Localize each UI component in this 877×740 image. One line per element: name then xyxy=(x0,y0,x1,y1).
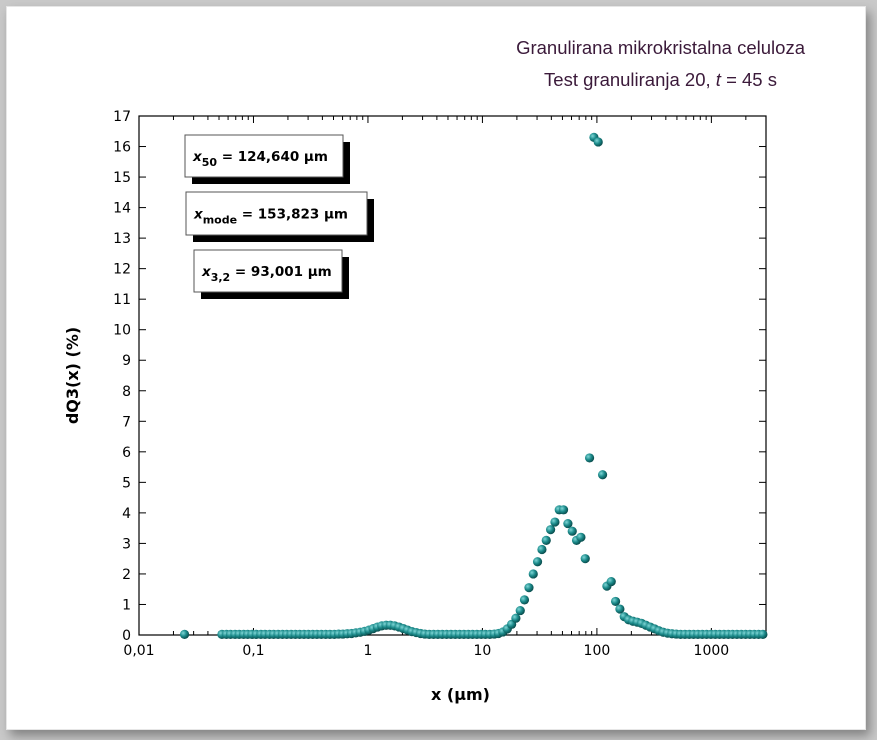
y-tick-label: 14 xyxy=(113,201,131,217)
y-tick-label: 0 xyxy=(122,628,131,644)
x-tick-label: 0,1 xyxy=(242,643,264,659)
y-tick-label: 2 xyxy=(122,567,131,583)
data-point xyxy=(550,517,559,526)
y-tick-label: 5 xyxy=(122,475,131,491)
data-point xyxy=(598,470,607,479)
annotation-value: = 124,640 µm xyxy=(217,149,328,165)
x-tick-label: 1 xyxy=(363,643,372,659)
annotation-subscript: mode xyxy=(203,214,237,227)
x-tick-label: 1000 xyxy=(694,643,730,659)
x-tick-label: 0,01 xyxy=(123,643,154,659)
data-point xyxy=(542,536,551,545)
y-tick-label: 9 xyxy=(122,353,131,369)
data-point xyxy=(559,505,568,514)
y-tick-label: 13 xyxy=(113,231,131,247)
y-tick-label: 16 xyxy=(113,140,131,156)
data-point xyxy=(529,569,538,578)
data-point xyxy=(520,595,529,604)
y-tick-label: 4 xyxy=(122,506,131,522)
annotation-subscript: 50 xyxy=(202,156,218,169)
y-tick-label: 11 xyxy=(113,292,131,308)
data-point xyxy=(537,545,546,554)
y-axis-label: dQ3(x) (%) xyxy=(63,327,82,424)
y-tick-label: 7 xyxy=(122,414,131,430)
data-point xyxy=(607,577,616,586)
annotation-value: = 153,823 µm xyxy=(237,207,348,223)
y-tick-label: 10 xyxy=(113,323,131,339)
data-point xyxy=(581,554,590,563)
y-tick-label: 3 xyxy=(122,536,131,552)
data-point xyxy=(594,137,603,146)
data-point xyxy=(516,606,525,615)
data-point xyxy=(524,583,533,592)
y-tick-label: 1 xyxy=(122,597,131,613)
data-point xyxy=(568,527,577,536)
x-tick-label: 100 xyxy=(584,643,611,659)
annotation-value: = 93,001 µm xyxy=(230,264,332,280)
annotation-subscript: 3,2 xyxy=(211,271,231,284)
y-tick-label: 12 xyxy=(113,262,131,278)
y-tick-label: 15 xyxy=(113,170,131,186)
x-tick-label: 10 xyxy=(474,643,492,659)
data-point xyxy=(758,630,767,639)
data-point xyxy=(533,557,542,566)
x-axis-label: x (µm) xyxy=(431,685,490,704)
data-point xyxy=(180,630,189,639)
y-tick-label: 17 xyxy=(113,109,131,125)
data-point xyxy=(585,453,594,462)
data-point xyxy=(576,533,585,542)
y-tick-label: 6 xyxy=(122,445,131,461)
y-tick-label: 8 xyxy=(122,384,131,400)
